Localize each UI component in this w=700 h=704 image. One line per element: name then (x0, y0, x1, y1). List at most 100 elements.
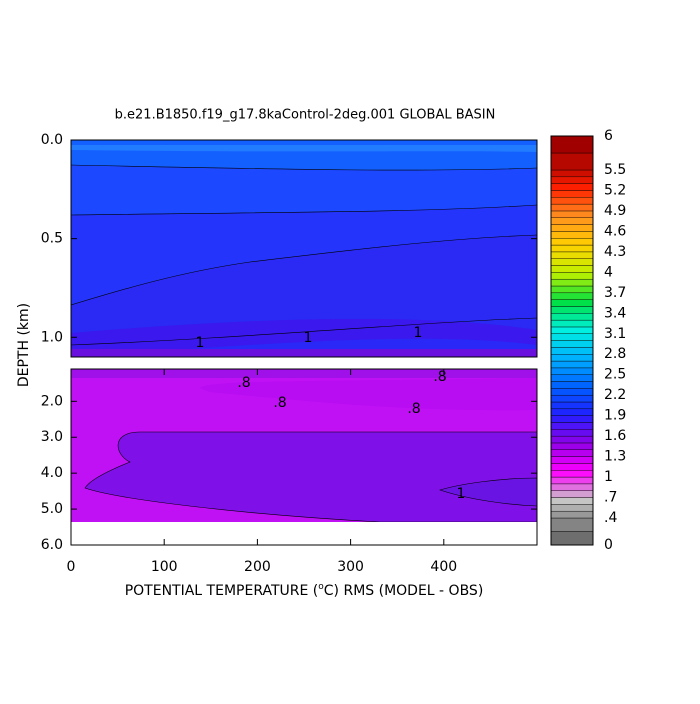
colorbar-box (550, 510, 594, 519)
colorbar-box (550, 381, 594, 389)
colorbar-box (550, 292, 594, 300)
colorbar-tick-label: 1.3 (604, 449, 626, 465)
colorbar-box (550, 152, 594, 171)
y-tick-label: 6.0 (41, 537, 63, 553)
x-tick-label: 100 (151, 559, 178, 575)
colorbar-box (550, 319, 594, 328)
colorbar-box (550, 476, 594, 485)
colorbar-tick-label: 1 (604, 469, 613, 485)
colorbar-box (550, 483, 594, 491)
colorbar-box (550, 169, 594, 178)
contour-label: 1 (414, 325, 423, 341)
colorbar-tick-label: 4 (604, 264, 613, 280)
colorbar-tick-label: 1.6 (604, 428, 626, 444)
colorbar-box (550, 210, 594, 218)
chart-title: b.e21.B1850.f19_g17.8kaControl-2deg.001 … (115, 108, 496, 123)
colorbar-box (550, 176, 594, 184)
colorbar-box (550, 531, 594, 546)
colorbar-box (550, 449, 594, 457)
colorbar-tick-label: 2.5 (604, 367, 626, 383)
colorbar-box (550, 490, 594, 498)
contour-label: 1 (196, 335, 205, 351)
colorbar-box (550, 360, 594, 369)
y-tick-label: 0.5 (41, 231, 63, 247)
colorbar-box (550, 244, 594, 253)
colorbar-tick-label: 2.2 (604, 387, 626, 403)
contour-label: 1 (304, 330, 313, 346)
colorbar-box (550, 367, 594, 375)
x-tick-label: 300 (337, 559, 364, 575)
y-tick-label: 3.0 (41, 429, 63, 445)
y-tick-label: 0.0 (41, 132, 63, 148)
contour-label: .8 (433, 369, 446, 385)
colorbar-tick-label: 6 (604, 128, 613, 144)
colorbar-tick-label: 5.5 (604, 162, 626, 178)
x-axis-label-part: C) RMS (MODEL - OBS) (324, 583, 484, 599)
colorbar-tick-label: 5.2 (604, 182, 626, 198)
colorbar-tick-label: 3.4 (604, 305, 626, 321)
colorbar-box (550, 299, 594, 307)
colorbar-frame (550, 135, 594, 546)
colorbar-tick-label: 4.9 (604, 203, 626, 219)
colorbar-box (550, 231, 594, 239)
colorbar-box (550, 422, 594, 430)
colorbar-box (550, 217, 594, 225)
colorbar-box (550, 258, 594, 266)
x-axis-label: POTENTIAL TEMPERATURE (oC) RMS (MODEL - … (125, 582, 484, 600)
colorbar-box (550, 408, 594, 416)
colorbar-box (550, 265, 594, 273)
top-frame (70, 139, 538, 358)
colorbar-box (550, 333, 594, 341)
colorbar-box (550, 285, 594, 294)
colorbar-box (550, 394, 594, 403)
colorbar-box (550, 306, 594, 314)
colorbar-box (550, 224, 594, 232)
colorbar-box (550, 278, 594, 287)
colorbar-box (550, 340, 594, 348)
colorbar-tick-label: 3.1 (604, 326, 626, 342)
colorbar-box (550, 497, 594, 505)
colorbar-box (550, 251, 594, 259)
x-tick-label: 200 (244, 559, 271, 575)
colorbar-box (550, 203, 594, 212)
contour-label: .8 (273, 395, 286, 411)
colorbar-box (550, 429, 594, 437)
y-axis-label: DEPTH (km) (16, 303, 32, 387)
colorbar-box (550, 190, 594, 198)
colorbar-box (550, 517, 594, 532)
y-tick-label: 1.0 (41, 329, 63, 345)
colorbar-tick-label: 1.9 (604, 408, 626, 424)
colorbar-box (550, 313, 594, 321)
colorbar-box (550, 401, 594, 410)
contour-label: 1 (457, 486, 466, 502)
colorbar-box (550, 463, 594, 471)
y-tick-label: 5.0 (41, 501, 63, 517)
x-axis-label-part: o (318, 582, 324, 592)
colorbar-box (550, 326, 594, 334)
colorbar-tick-label: 4.6 (604, 223, 626, 239)
contour-label: .8 (407, 401, 420, 417)
top-contour-field (71, 140, 537, 357)
colorbar-box (550, 435, 594, 444)
colorbar-box (550, 442, 594, 450)
bottom-frame (70, 368, 538, 546)
colorbar-box (550, 470, 594, 478)
colorbar-box (550, 374, 594, 382)
colorbar-tick-label: 3.7 (604, 285, 626, 301)
colorbar-box (550, 504, 594, 512)
colorbar-tick-label: 4.3 (604, 244, 626, 260)
colorbar-tick-label: 0 (604, 537, 613, 553)
x-tick-label: 0 (67, 559, 76, 575)
colorbar-box (550, 197, 594, 205)
colorbar-box (550, 347, 594, 355)
contour-label: .8 (237, 375, 250, 391)
y-tick-label: 4.0 (41, 465, 63, 481)
colorbar-tick-label: .7 (604, 490, 617, 506)
colorbar-box (550, 272, 594, 280)
colorbar-box (550, 415, 594, 423)
colorbar-tick-label: 2.8 (604, 346, 626, 362)
colorbar-tick-label: .4 (604, 510, 617, 526)
colorbar-box (550, 354, 594, 362)
colorbar-box (550, 135, 594, 154)
